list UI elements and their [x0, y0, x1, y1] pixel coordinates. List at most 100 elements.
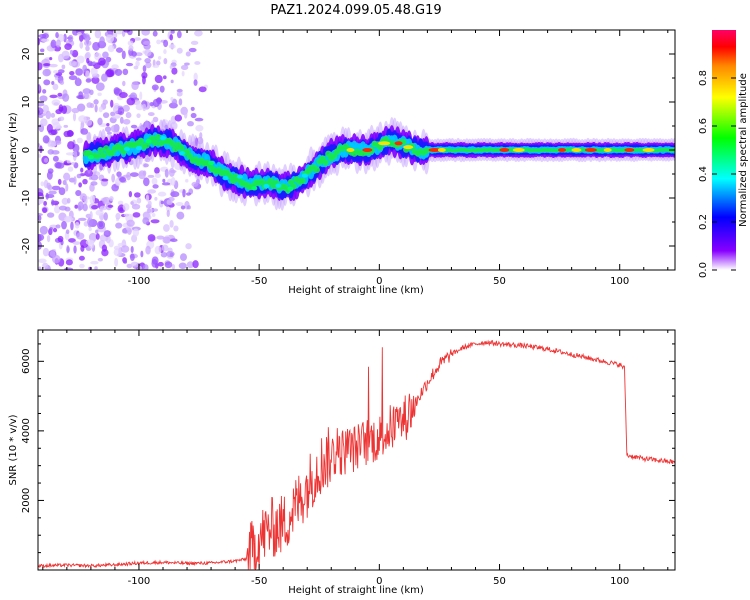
spectrogram-noise-blob — [49, 56, 53, 61]
snr-y-axis-label: SNR (10 * v/v) — [8, 414, 19, 485]
spectrogram-noise-blob — [50, 39, 57, 49]
spectrogram-noise-blob — [103, 230, 111, 238]
spectrogram-noise-blob — [118, 91, 128, 99]
spectrogram-noise-blob — [147, 200, 152, 207]
spectrogram-noise-blob — [195, 124, 204, 132]
spectrogram-noise-blob — [91, 76, 100, 84]
spectrogram-noise-blob — [76, 173, 82, 179]
spectrogram-noise-blob — [52, 83, 59, 90]
spectrogram-noise-blob — [61, 105, 68, 114]
spectrogram-hotspot — [378, 141, 391, 146]
spectrogram-noise-blob — [151, 258, 158, 268]
spectrogram-ridge-cell — [152, 139, 159, 147]
spectrogram-noise-blob — [67, 34, 74, 43]
spectrogram-noise-blob — [73, 245, 77, 254]
spectrogram-noise-blob — [185, 51, 191, 57]
spectrogram-noise-blob — [121, 228, 128, 234]
spectrogram-hotspot — [236, 174, 243, 179]
spectrogram-noise-blob — [82, 203, 88, 212]
spectrogram-noise-blob — [188, 47, 197, 53]
spectrogram-noise-blob — [136, 197, 142, 204]
spectrogram-noise-blob — [38, 212, 43, 217]
spectrogram-noise-blob — [105, 34, 115, 43]
spectrogram-noise-blob — [190, 40, 199, 46]
spectrogram-noise-blob — [166, 199, 173, 206]
spectrogram-noise-blob — [142, 217, 150, 225]
spectrogram-noise-blob — [134, 192, 141, 198]
spectrogram-noise-blob — [78, 115, 87, 123]
spectrogram-noise-blob — [92, 41, 100, 51]
spectrogram-hotspot — [145, 139, 152, 144]
snr-x-axis-label: Height of straight line (km) — [288, 585, 424, 596]
colorbar-label: Normalized spectral amplitude — [738, 73, 749, 227]
spectrogram-noise-blob — [130, 172, 139, 177]
spectrogram-hotspot — [159, 135, 166, 141]
spectrogram-noise-blob — [45, 193, 55, 199]
spectrogram-heatmap — [38, 30, 675, 270]
spectrogram-noise-blob — [116, 171, 122, 178]
spectrogram-noise-blob — [92, 61, 96, 65]
snr-y-tick-label: 4000 — [21, 418, 32, 443]
spectrogram-noise-blob — [52, 70, 59, 74]
spectrogram-noise-blob — [80, 167, 84, 173]
spectrogram-noise-blob — [88, 266, 92, 270]
spectrogram-hotspot — [437, 148, 446, 152]
spectrogram-noise-blob — [89, 211, 93, 220]
spectrogram-noise-blob — [103, 212, 108, 221]
spectrogram-noise-blob — [152, 64, 160, 68]
spectrogram-noise-blob — [101, 73, 108, 82]
spectrogram-noise-blob — [173, 225, 179, 232]
spectrogram-noise-blob — [163, 49, 167, 55]
snr-x-tick-label: 50 — [493, 576, 506, 587]
spectrogram-hotspot — [275, 183, 282, 188]
spectrogram-noise-blob — [168, 167, 175, 177]
spectrogram-noise-blob — [190, 106, 195, 111]
spectrogram-noise-blob — [71, 49, 79, 58]
spectrogram-noise-blob — [63, 172, 71, 181]
spectrogram-noise-blob — [48, 190, 57, 195]
spectrogram-noise-blob — [59, 80, 65, 85]
spectrogram-noise-blob — [46, 234, 51, 243]
spectrogram-noise-blob — [101, 244, 108, 252]
spectrogram-noise-blob — [131, 51, 137, 57]
spectrogram-noise-blob — [38, 143, 41, 147]
snr-x-tick-label: 0 — [376, 576, 382, 587]
spectrogram-noise-blob — [51, 199, 55, 206]
spectrogram-noise-blob — [156, 235, 165, 240]
spectrogram-noise-blob — [99, 206, 104, 212]
spectrogram-noise-blob — [58, 116, 65, 122]
spectrogram-y-tick-label: 10 — [21, 96, 32, 109]
spectrogram-noise-blob — [115, 212, 121, 220]
spectrogram-noise-blob — [161, 244, 169, 252]
spectrogram-noise-blob — [121, 50, 126, 60]
spectrogram-noise-blob — [79, 41, 84, 49]
spectrogram-noise-blob — [147, 174, 155, 178]
spectrogram-noise-blob — [61, 220, 67, 230]
spectrogram-noise-blob — [137, 265, 143, 270]
spectrogram-noise-blob — [51, 81, 55, 85]
spectrogram-noise-blob — [151, 177, 158, 185]
spectrogram-noise-blob — [76, 77, 81, 86]
spectrogram-noise-blob — [75, 68, 84, 76]
spectrogram-noise-blob — [142, 65, 147, 73]
spectrogram-hotspot — [394, 141, 403, 146]
spectrogram-noise-blob — [154, 74, 163, 84]
spectrogram-noise-blob — [117, 200, 124, 206]
spectrogram-noise-blob — [155, 60, 161, 66]
spectrogram-noise-blob — [62, 179, 67, 186]
spectrogram-noise-blob — [166, 251, 175, 258]
spectrogram-noise-blob — [42, 247, 50, 257]
spectrogram-noise-blob — [73, 176, 77, 185]
spectrogram-noise-blob — [152, 116, 159, 123]
spectrogram-noise-blob — [74, 204, 79, 209]
spectrogram-noise-blob — [130, 124, 138, 129]
spectrogram-noise-blob — [119, 176, 127, 183]
spectrogram-noise-blob — [140, 250, 144, 258]
spectrogram-noise-blob — [61, 64, 66, 70]
spectrogram-noise-blob — [85, 78, 92, 83]
spectrogram-noise-blob — [126, 171, 131, 181]
spectrogram-noise-blob — [97, 257, 103, 262]
spectrogram-noise-blob — [110, 125, 118, 133]
snr-y-tick-label: 2000 — [21, 488, 32, 513]
